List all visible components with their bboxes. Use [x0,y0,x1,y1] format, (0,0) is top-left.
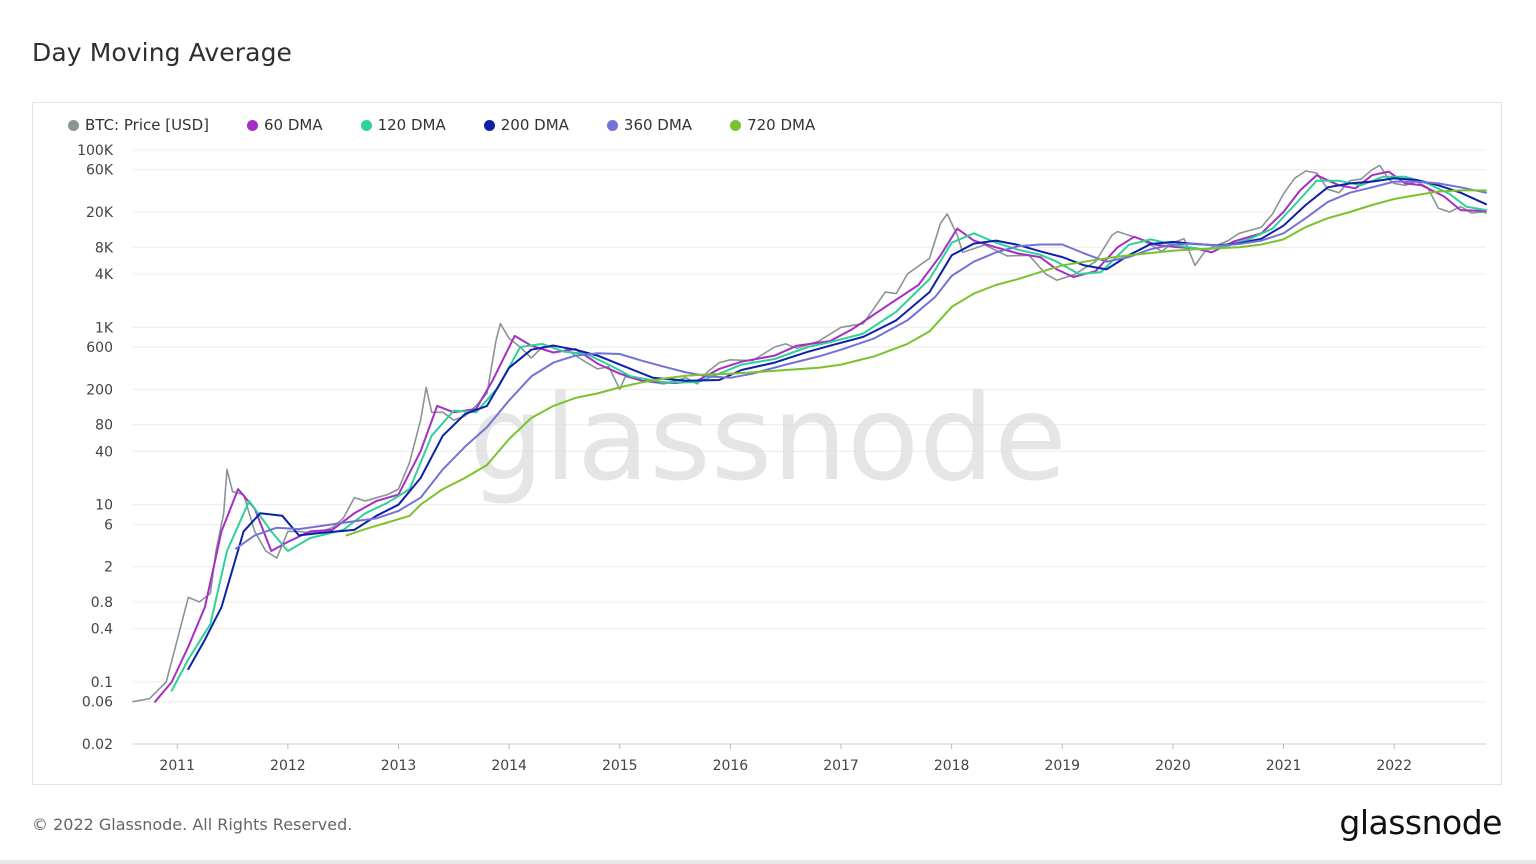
legend-dot-icon [730,119,742,131]
x-tick-label: 2021 [1266,758,1302,774]
y-tick-label: 1K [95,320,114,336]
x-tick-label: 2017 [823,758,859,774]
x-tick-label: 2022 [1376,758,1412,774]
y-tick-label: 100K [77,143,114,159]
watermark: glassnode [469,369,1066,507]
legend-item[interactable]: BTC: Price [USD] [68,116,209,134]
chart-panel [32,102,1502,785]
legend-label: 720 DMA [747,116,816,134]
legend-label: 60 DMA [263,116,323,134]
y-tick-label: 8K [95,240,114,256]
page-title: Day Moving Average [32,38,293,67]
x-axis: 2011 2012 2013 2014 2015 2016 2017 2018 2019 2020… [159,744,1412,774]
series-line-360-dma[interactable] [234,180,1487,550]
x-tick-label: 2019 [1044,758,1080,774]
series-line-60-dma[interactable] [154,170,1487,703]
glassnode-logo[interactable]: glassnode [1339,803,1502,842]
series-line-120-dma[interactable] [170,175,1487,692]
legend-item[interactable]: 60 DMA [246,116,323,134]
x-tick-label: 2018 [934,758,970,774]
y-tick-label: 0.02 [82,737,113,753]
legend-label: 360 DMA [623,116,693,134]
y-axis: 100K 60K 20K 8K 4K 1K 600 200 80 40 10 6 2 0.8 0.4 0.1 0… [77,143,114,753]
legend: BTC: Price [USD] 60 DMA 120 DMA 200 DMA 360 … [68,116,853,134]
y-tick-label: 80 [95,418,113,434]
legend-dot-icon [68,119,79,131]
x-tick-label: 2013 [381,758,417,774]
legend-label: 200 DMA [500,116,569,134]
x-tick-label: 2012 [270,758,306,774]
x-tick-label: 2015 [602,758,638,774]
x-tick-label: 2011 [159,758,195,774]
legend-item[interactable]: 720 DMA [730,116,815,134]
series-line-720-dma[interactable] [345,189,1487,537]
y-tick-label: 2 [104,560,113,576]
series-line-200-dma[interactable] [187,177,1487,671]
y-tick-label: 200 [86,382,113,398]
y-tick-label: 20K [86,205,114,221]
series-layer [132,164,1487,703]
x-tick-label: 2020 [1155,758,1191,774]
bottom-divider [0,860,1536,864]
legend-item[interactable]: 120 DMA [360,116,446,134]
legend-dot-icon [483,119,495,131]
y-tick-label: 0.06 [82,695,113,711]
legend-dot-icon [246,119,258,131]
legend-item[interactable]: 360 DMA [606,116,693,134]
y-tick-label: 40 [95,444,113,460]
y-tick-label: 60K [86,163,114,179]
y-tick-label: 6 [104,517,113,533]
y-tick-label: 4K [95,267,114,283]
y-tick-label: 10 [95,498,113,514]
x-tick-label: 2014 [491,758,527,774]
legend-label: 120 DMA [377,116,446,134]
legend-label: BTC: Price [USD] [85,116,209,134]
y-tick-label: 600 [86,340,113,356]
legend-item[interactable]: 200 DMA [483,116,569,134]
copyright-text: © 2022 Glassnode. All Rights Reserved. [32,815,353,834]
y-tick-label: 0.8 [91,595,113,611]
x-tick-label: 2016 [713,758,749,774]
y-tick-label: 0.4 [91,622,113,638]
legend-dot-icon [606,119,618,131]
y-tick-label: 0.1 [91,675,113,691]
legend-dot-icon [360,119,372,131]
